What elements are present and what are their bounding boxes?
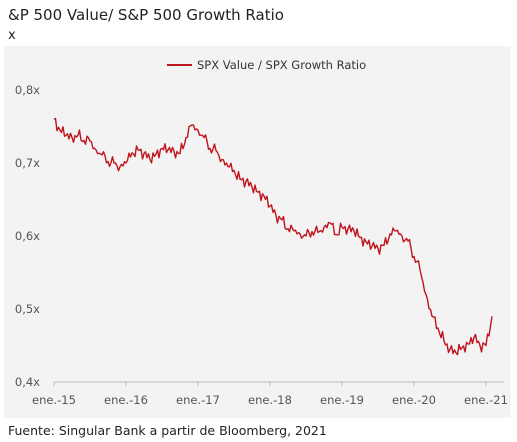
x-tick-label: ene.-15 — [32, 393, 76, 407]
x-tick-label: ene.-20 — [392, 393, 436, 407]
y-axis: 0,4x 0,5x 0,6x 0,7x 0,8x — [15, 83, 40, 389]
y-tick-label: 0,5x — [15, 302, 40, 316]
y-tick-label: 0,7x — [15, 156, 40, 170]
source-note: Fuente: Singular Bank a partir de Bloomb… — [8, 423, 327, 438]
x-axis: ene.-15 ene.-16 ene.-17 ene.-18 ene.-19 ene.-… — [32, 381, 508, 407]
y-tick-label: 0,4x — [15, 375, 40, 389]
x-tick-label: ene.-21 — [464, 393, 508, 407]
x-tick-label: ene.-16 — [104, 393, 148, 407]
y-unit-label: x — [8, 28, 16, 43]
line-chart: SPX Value / SPX Growth Ratio 0,4x 0,5x 0,6… — [15, 58, 508, 407]
chart-legend: SPX Value / SPX Growth Ratio — [167, 58, 366, 72]
x-tick-label: ene.-19 — [320, 393, 364, 407]
chart-title: &P 500 Value/ S&P 500 Growth Ratio — [8, 6, 284, 24]
x-tick-label: ene.-18 — [248, 393, 292, 407]
y-tick-label: 0,6x — [15, 229, 40, 243]
x-tick-label: ene.-17 — [176, 393, 220, 407]
y-tick-label: 0,8x — [15, 83, 40, 97]
legend-label: SPX Value / SPX Growth Ratio — [197, 58, 366, 72]
series-line — [53, 117, 493, 356]
chart-panel: SPX Value / SPX Growth Ratio 0,4x 0,5x 0,6… — [4, 46, 511, 418]
